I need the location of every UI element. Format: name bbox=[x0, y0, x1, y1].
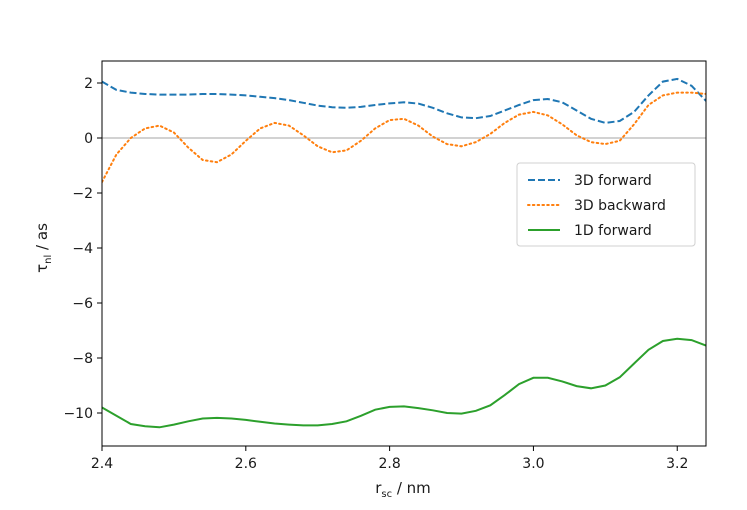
y-tick-label: 2 bbox=[84, 76, 93, 92]
x-tick-label: 2.4 bbox=[91, 456, 113, 472]
legend-label: 1D forward bbox=[574, 223, 652, 239]
y-tick-label: −6 bbox=[72, 296, 93, 312]
series-line-1d-forward bbox=[102, 337, 706, 429]
legend: 3D forward 3D backward 1D forward bbox=[516, 162, 696, 247]
y-tick-label: −4 bbox=[72, 241, 93, 257]
plot-frame bbox=[101, 60, 707, 447]
series-line-3d-backward bbox=[102, 91, 706, 183]
y-tick-label: 0 bbox=[84, 131, 93, 147]
y-tick-label: −2 bbox=[72, 186, 93, 202]
x-axis-label: rsc / nm bbox=[375, 479, 431, 500]
x-tick-label: 2.8 bbox=[378, 456, 400, 472]
y-tick-label: −8 bbox=[72, 351, 93, 367]
legend-label: 3D forward bbox=[574, 173, 652, 189]
legend-label: 3D backward bbox=[574, 198, 666, 214]
y-tick-label: −10 bbox=[63, 406, 93, 422]
x-tick-label: 3.0 bbox=[522, 456, 544, 472]
y-axis-label: τnl / as bbox=[33, 223, 54, 273]
series-line-3d-forward bbox=[102, 77, 706, 124]
x-tick-label: 3.2 bbox=[666, 456, 688, 472]
axes: 2.4 2.6 2.8 3.0 3.2 2 0 −2 −4 −6 −8 −10 bbox=[63, 60, 707, 472]
plot-area bbox=[102, 77, 706, 429]
legend-box bbox=[516, 162, 696, 247]
x-tick-label: 2.6 bbox=[235, 456, 257, 472]
